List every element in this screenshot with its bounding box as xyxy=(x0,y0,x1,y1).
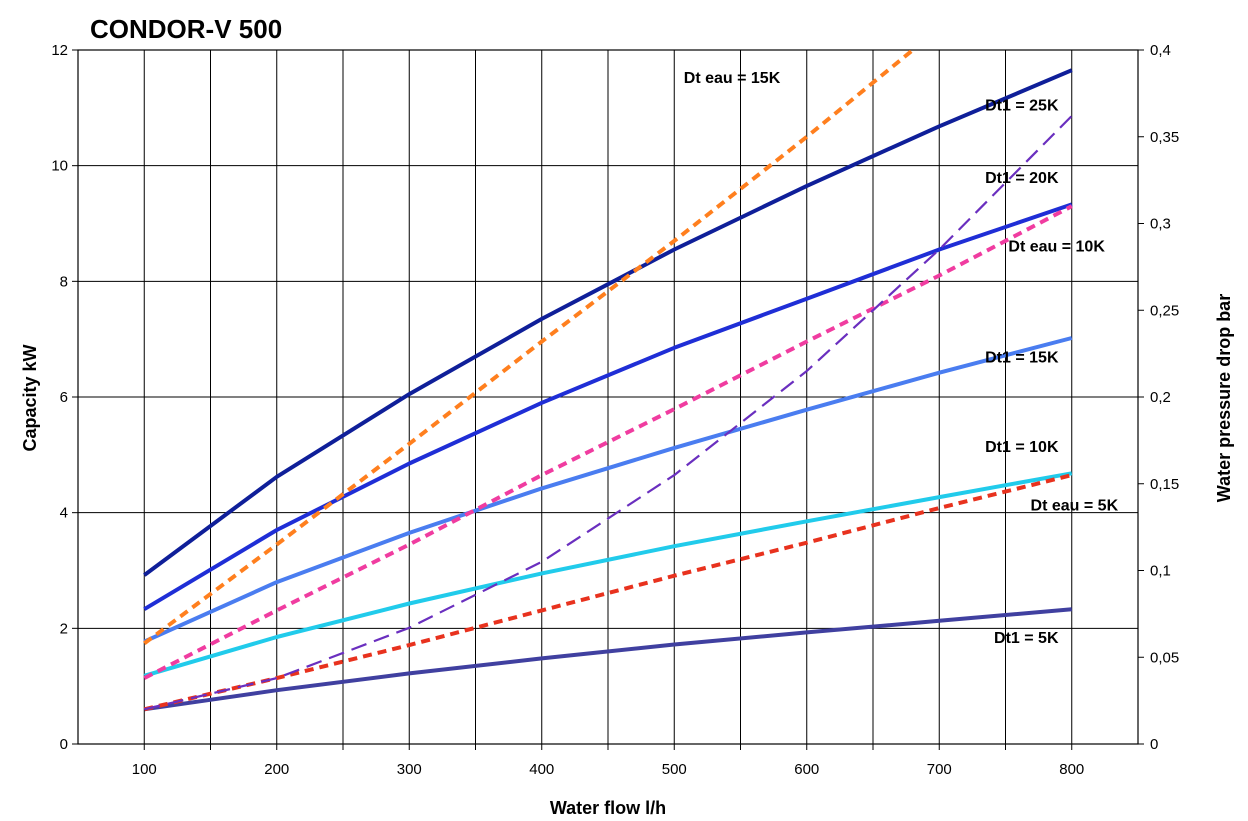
chart-title: CONDOR-V 500 xyxy=(90,14,282,44)
x-tick-label: 400 xyxy=(529,761,554,778)
y2-tick-label: 0,25 xyxy=(1150,302,1179,319)
y2-tick-label: 0 xyxy=(1150,736,1158,753)
curve-label: Dt eau = 10K xyxy=(1008,238,1105,255)
curve-label: Dt1 = 20K xyxy=(985,170,1059,187)
y-tick-label: 6 xyxy=(60,389,68,406)
x-tick-label: 100 xyxy=(132,761,157,778)
series-line xyxy=(143,473,1073,712)
series-line xyxy=(143,202,1073,611)
y-axis-label: Capacity kW xyxy=(20,344,40,451)
y-tick-label: 0 xyxy=(60,736,68,753)
y-tick-label: 2 xyxy=(60,620,68,637)
y-tick-label: 12 xyxy=(51,42,68,59)
curve-label: Dt eau = 15K xyxy=(684,70,781,87)
y2-tick-label: 0,35 xyxy=(1150,129,1179,146)
y2-tick-label: 0,2 xyxy=(1150,389,1171,406)
y2-tick-label: 0,05 xyxy=(1150,649,1179,666)
series-line xyxy=(143,471,1073,678)
x-tick-label: 800 xyxy=(1059,761,1084,778)
y2-tick-label: 0,3 xyxy=(1150,216,1171,233)
curve-label: Dt1 = 25K xyxy=(985,98,1059,115)
curve-label: Dt1 = 10K xyxy=(985,439,1059,456)
y-tick-label: 10 xyxy=(51,158,68,175)
y2-tick-label: 0,1 xyxy=(1150,563,1171,580)
series-line xyxy=(144,607,1072,712)
x-tick-label: 600 xyxy=(794,761,819,778)
y2-axis-label: Water pressure drop bar xyxy=(1214,294,1234,502)
y-tick-label: 8 xyxy=(60,273,68,290)
y2-tick-label: 0,15 xyxy=(1150,476,1179,493)
series-line xyxy=(144,115,1073,711)
y2-tick-label: 0,4 xyxy=(1150,42,1171,59)
x-tick-label: 300 xyxy=(397,761,422,778)
x-tick-label: 200 xyxy=(264,761,289,778)
curve-label: Dt1 = 5K xyxy=(994,630,1059,647)
series-line xyxy=(143,204,1073,680)
curve-label: Dt eau = 5K xyxy=(1031,497,1119,514)
y-tick-label: 4 xyxy=(60,505,68,522)
x-tick-label: 500 xyxy=(662,761,687,778)
plot-area: 100 200 300 400 500 600 700 800 0 2 4 6 8 10 12 0 0,05 0,… xyxy=(51,42,1179,778)
curve-label: Dt1 = 15K xyxy=(985,349,1059,366)
series-line xyxy=(143,50,915,646)
x-axis-label: Water flow l/h xyxy=(550,798,666,818)
series-line xyxy=(143,68,1073,577)
series-line xyxy=(143,336,1073,644)
x-tick-label: 700 xyxy=(927,761,952,778)
